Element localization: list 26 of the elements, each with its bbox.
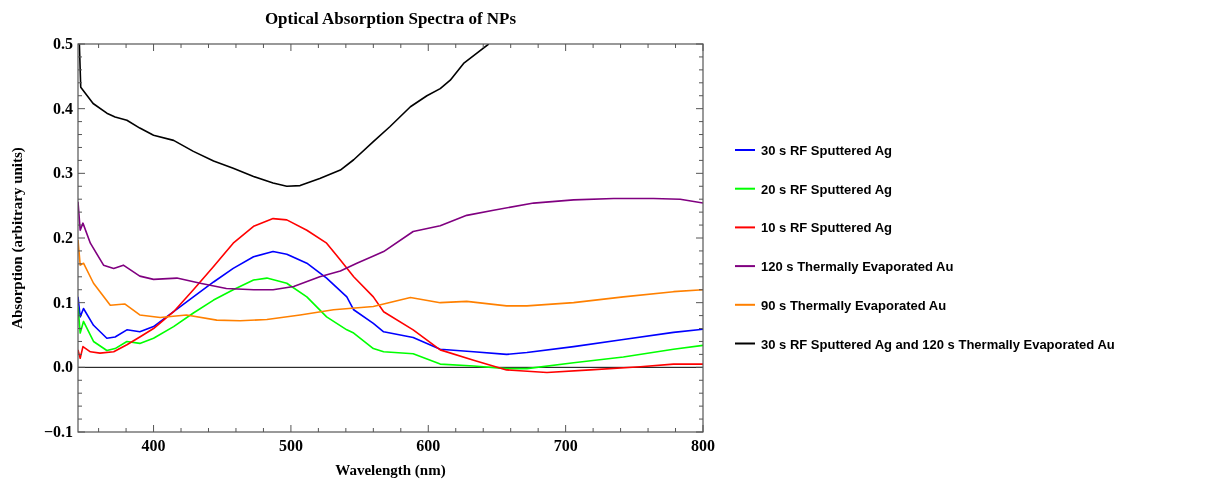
x-tick-label: 400	[141, 437, 166, 454]
line-series	[78, 217, 703, 374]
chart-title: Optical Absorption Spectra of NPs	[264, 9, 517, 28]
y-tick-label: 0.4	[53, 99, 73, 117]
line-series	[78, 197, 703, 291]
line-series	[78, 44, 490, 188]
x-tick-label: 600	[416, 437, 441, 454]
y-tick-label: 0.2	[53, 229, 73, 246]
line-series	[78, 277, 703, 370]
x-tick-label: 500	[278, 437, 303, 454]
line-series	[78, 250, 703, 356]
legend-label: 10 s RF Sputtered Ag	[761, 220, 893, 236]
x-tick-label: 700	[553, 437, 578, 454]
y-tick-label: 0.0	[53, 358, 73, 376]
legend-label: 120 s Thermally Evaporated Au	[761, 259, 954, 275]
y-tick-label: −0.1	[43, 423, 73, 440]
x-tick-label: 800	[691, 437, 715, 454]
y-tick-label: 0.3	[53, 164, 73, 182]
y-tick-label: 0.5	[53, 35, 73, 52]
legend-label: 90 s Thermally Evaporated Au	[761, 297, 947, 313]
legend-label: 30 s RF Sputtered Ag and 120 s Thermally Evaporated Au	[761, 336, 1115, 352]
y-tick-label: 0.1	[53, 293, 73, 311]
y-axis-title: Absorption (arbitrary units)	[9, 147, 26, 329]
x-axis-title: Wavelength (nm)	[335, 462, 446, 479]
legend-label: 30 s RF Sputtered Ag	[761, 143, 893, 158]
legend-label: 20 s RF Sputtered Ag	[761, 181, 893, 197]
